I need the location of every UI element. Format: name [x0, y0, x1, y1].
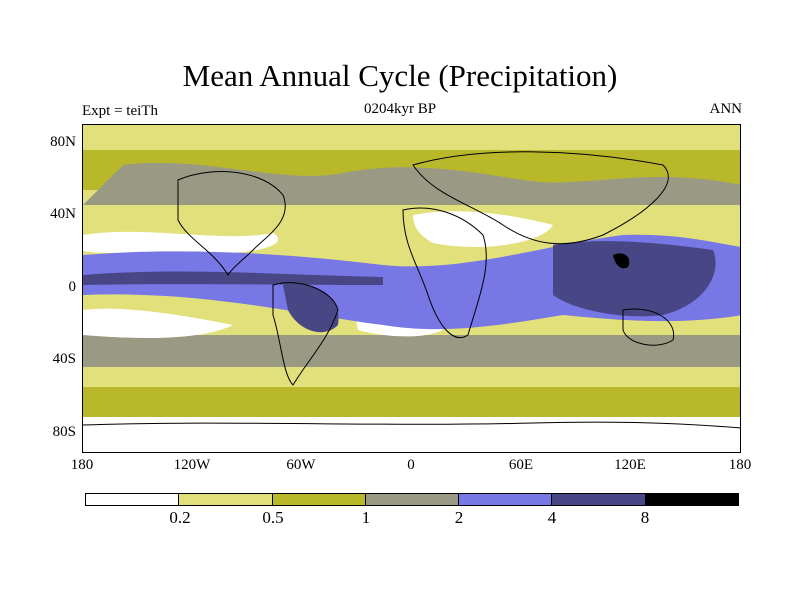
colorbar-box-5: [552, 494, 646, 505]
colorbar-box-4: [459, 494, 553, 505]
colorbar-label-2: 2: [454, 508, 464, 527]
colorbar-box-3: [365, 494, 460, 505]
lon-label-180w: 180: [70, 457, 94, 473]
colorbar-box-0: [86, 494, 180, 505]
lon-label-60w: 60W: [286, 457, 316, 473]
lat-label-0: 0: [68, 279, 77, 295]
colorbar-box-1: [179, 494, 273, 505]
lon-label-180e: 180: [728, 457, 752, 473]
season-label: ANN: [709, 101, 743, 117]
africa-coast: [402, 207, 487, 338]
colorbar-label-8: 8: [640, 508, 650, 527]
lon-label-120w: 120W: [173, 457, 211, 473]
lon-label-60e: 60E: [508, 457, 534, 473]
southern-storm-track: [83, 335, 740, 367]
colorbar-box-6: [645, 494, 738, 505]
colorbar-label-1: 1: [361, 508, 371, 527]
lat-label-80n: 80N: [50, 134, 76, 150]
plot-title: Mean Annual Cycle (Precipitation): [182, 58, 618, 93]
lon-label-0: 0: [407, 457, 415, 473]
maritime-max: [613, 253, 630, 269]
lon-label-120e: 120E: [614, 457, 646, 473]
lat-label-40s: 40S: [52, 351, 76, 367]
eurasia-coast: [412, 151, 669, 245]
antarctica-coast: [83, 421, 740, 429]
southern-mid-band: [83, 365, 740, 387]
south-america-coast: [272, 282, 339, 386]
amazon-wet: [283, 284, 339, 333]
sahara-dry: [413, 211, 553, 247]
warm-pool-wet: [553, 241, 716, 317]
plot-subtitle: 0204kyr BP: [363, 101, 437, 117]
north-america-coast: [177, 171, 286, 276]
colorbar-label-4: 4: [547, 508, 557, 527]
colorbar: [85, 493, 739, 506]
south-pacific-dry: [83, 308, 233, 338]
north-pacific-dry: [83, 231, 279, 254]
colorbar-box-2: [272, 494, 366, 505]
colorbar-label-0-2: 0.2: [169, 508, 191, 527]
colorbar-label-0-5: 0.5: [262, 508, 284, 527]
precipitation-map: [82, 124, 741, 453]
lat-label-80s: 80S: [52, 424, 76, 440]
north-gray-region: [83, 162, 740, 205]
map-svg: [83, 150, 740, 452]
southern-ocean-band: [83, 385, 740, 417]
lat-label-40n: 40N: [50, 206, 76, 222]
australia-coast: [622, 308, 675, 346]
experiment-label: Expt = teiTh: [82, 103, 158, 119]
pacific-itcz-core: [83, 271, 383, 285]
